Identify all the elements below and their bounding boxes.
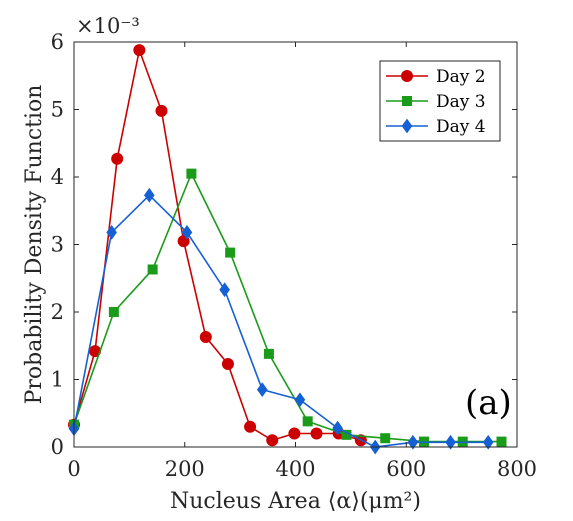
data-point-day-2 [199, 330, 212, 343]
data-point-day-2 [221, 357, 234, 370]
data-point-day-3 [225, 247, 236, 258]
y-tick-label: 4 [51, 165, 64, 189]
legend-label: Day 2 [436, 67, 486, 87]
data-point-day-2 [155, 104, 168, 117]
data-point-day-3 [108, 307, 119, 317]
series-layer [68, 44, 507, 455]
legend-label: Day 4 [436, 117, 486, 137]
data-point-day-4 [482, 434, 494, 450]
y-tick-label: 3 [51, 233, 64, 257]
data-point-day-4 [256, 382, 268, 397]
data-point-day-2 [266, 434, 279, 447]
legend-marker [401, 70, 413, 82]
x-tick-label: 600 [386, 457, 426, 481]
data-point-day-2 [310, 427, 323, 440]
data-point-day-4 [181, 224, 193, 240]
y-tick-label: 1 [51, 368, 64, 392]
data-point-day-3 [302, 416, 313, 427]
data-point-day-3 [263, 348, 274, 359]
legend-marker [402, 96, 412, 106]
data-point-day-4 [219, 282, 230, 298]
data-point-day-4 [144, 187, 155, 203]
data-point-day-2 [133, 44, 146, 57]
y-tick-label: 5 [51, 98, 64, 122]
series-line-day-4 [73, 194, 489, 448]
x-tick-label: 400 [275, 457, 315, 481]
data-point-day-4 [407, 434, 419, 450]
data-point-day-3 [380, 433, 391, 444]
y-tick-label: 0 [51, 435, 64, 459]
legend-marker [401, 118, 413, 134]
legend-entry-day-2: Day 2 [386, 67, 486, 87]
data-point-day-2 [111, 152, 124, 165]
data-point-day-2 [244, 420, 257, 433]
axes-layer: 0 200 400 600 800 0 1 2 3 4 5 6 [51, 30, 537, 481]
legend-entry-day-4: Day 4 [386, 117, 486, 137]
x-tick-label: 800 [497, 457, 537, 481]
y-tick-label: 2 [51, 300, 64, 324]
y-tick-label: 6 [51, 30, 64, 54]
y-axis-label: Probability Density Function [22, 85, 47, 405]
x-tick-label: 200 [165, 457, 205, 481]
panel-annotation: (a) [465, 383, 512, 423]
legend: Day 2 Day 3 Day 4 [379, 60, 501, 142]
x-axis-label: Nucleus Area ⟨α⟩(μm²) [170, 489, 421, 514]
data-point-day-3 [496, 436, 507, 447]
data-point-day-4 [332, 420, 343, 436]
legend-entry-day-3: Day 3 [386, 92, 486, 112]
data-point-day-2 [288, 427, 301, 440]
data-point-day-4 [294, 392, 306, 408]
data-point-day-4 [445, 434, 456, 450]
data-point-day-4 [106, 224, 117, 240]
data-point-day-3 [186, 168, 197, 179]
legend-label: Day 3 [436, 92, 486, 112]
y-multiplier-label: ×10⁻³ [76, 14, 140, 38]
data-point-day-3 [147, 264, 158, 275]
x-tick-label: 0 [67, 457, 80, 481]
